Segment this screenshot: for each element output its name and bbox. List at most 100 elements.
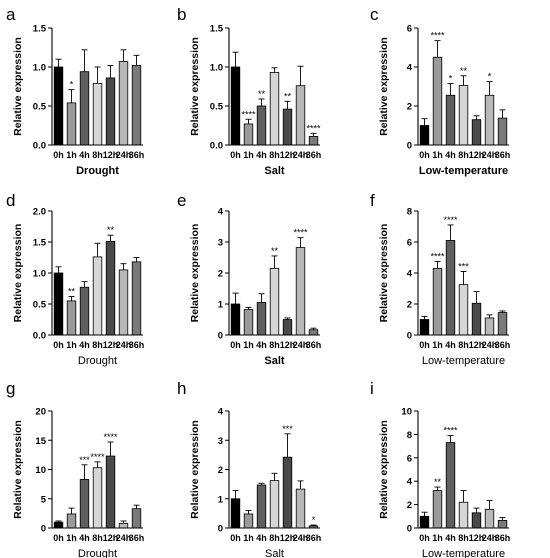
x-axis-label: Drought (76, 165, 119, 177)
chart-panel-d: d 0.0 0.5 1.0 1.5 2.0 Relative expression 0h ** 1… (6, 191, 144, 367)
x-tick-label: 24h (482, 150, 498, 160)
y-tick-label: 0.0 (33, 141, 46, 152)
bar (92, 467, 103, 529)
y-axis-label: Relative expression (12, 224, 24, 323)
bar (432, 490, 443, 529)
y-tick-label: 20 (35, 407, 46, 418)
x-tick-label: 8h (92, 340, 103, 350)
bar (445, 442, 456, 529)
significance-label: **** (430, 31, 445, 41)
significance-label: **** (241, 109, 256, 119)
bar (256, 105, 267, 146)
x-tick-label: 0h (53, 150, 64, 160)
x-tick-label: 24h (116, 533, 132, 543)
bar (497, 519, 508, 529)
bar (269, 267, 280, 336)
x-tick-label: 8h (269, 150, 280, 160)
x-tick-label: 1h (432, 533, 443, 543)
bar (66, 102, 77, 146)
y-tick-label: 2.0 (33, 207, 46, 218)
bar (432, 56, 443, 146)
x-tick-label: 8h (458, 533, 469, 543)
x-tick-label: 24h (482, 340, 498, 350)
chart-panel-g: g 0 5 10 15 20 Relative expression 0h 1h *** 4h ***… (6, 379, 144, 558)
bar (445, 94, 456, 146)
y-tick-label: 6 (407, 238, 412, 249)
significance-label: **** (293, 228, 308, 238)
panel-letter: h (177, 379, 186, 398)
y-tick-label: 6 (407, 453, 412, 464)
x-tick-label: 36h (495, 150, 511, 160)
bar (118, 269, 129, 336)
x-axis-label: Low-temperature (419, 165, 508, 177)
y-axis-label: Relative expression (12, 37, 24, 136)
y-tick-label: 2 (407, 500, 412, 511)
x-tick-label: 0h (419, 533, 430, 543)
significance-label: **** (430, 251, 445, 261)
x-tick-label: 36h (306, 150, 322, 160)
panel-letter: e (177, 191, 186, 210)
y-tick-label: 10 (35, 465, 46, 476)
bar (131, 508, 142, 529)
x-tick-label: 1h (66, 150, 77, 160)
bar (445, 240, 456, 336)
y-tick-label: 4 (218, 407, 224, 418)
x-tick-label: 0h (419, 150, 430, 160)
panel-letter: i (370, 379, 374, 398)
y-axis-label: Relative expression (378, 224, 390, 323)
bar (419, 515, 430, 529)
significance-label: ** (284, 91, 292, 101)
significance-label: * (488, 72, 492, 82)
bar (295, 488, 306, 529)
x-tick-label: 0h (53, 340, 64, 350)
x-tick-label: 1h (243, 533, 254, 543)
x-tick-label: 4h (445, 340, 456, 350)
significance-label: **** (443, 426, 458, 436)
bar (269, 480, 280, 529)
x-axis-label: Salt (264, 355, 285, 367)
y-tick-label: 4 (407, 477, 413, 488)
y-tick-label: 4 (218, 207, 224, 218)
bar (53, 272, 64, 336)
x-tick-label: 36h (129, 533, 145, 543)
x-tick-label: 24h (293, 340, 309, 350)
x-axis-label: Salt (265, 548, 284, 558)
x-tick-label: 4h (445, 150, 456, 160)
chart-panel-e: e 0 1 2 3 4 Relative expression 0h 1h 4h ** 8h 12h **… (177, 191, 321, 367)
bar (308, 329, 319, 336)
bar (118, 522, 129, 529)
bar (256, 484, 267, 529)
y-tick-label: 2 (407, 102, 412, 113)
y-axis-label: Relative expression (12, 420, 24, 519)
bar (118, 61, 129, 146)
y-tick-label: 0.5 (33, 102, 47, 113)
x-tick-label: 8h (269, 340, 280, 350)
bar (131, 65, 142, 146)
bar (282, 108, 293, 146)
bar (497, 117, 508, 146)
bar (131, 261, 142, 336)
bar (419, 319, 430, 336)
x-tick-label: 24h (116, 150, 132, 160)
x-tick-label: 36h (495, 533, 511, 543)
x-tick-label: 24h (482, 533, 498, 543)
x-tick-label: 12h (103, 150, 119, 160)
x-tick-label: 36h (306, 340, 322, 350)
x-tick-label: 4h (445, 533, 456, 543)
bar (484, 317, 495, 336)
bar (230, 498, 241, 529)
x-tick-label: 12h (103, 533, 119, 543)
y-tick-label: 10 (401, 407, 412, 418)
y-axis-label: Relative expression (189, 37, 201, 136)
x-tick-label: 4h (79, 150, 90, 160)
x-tick-label: 0h (230, 533, 241, 543)
bar (484, 508, 495, 529)
bar (79, 71, 90, 146)
bar (243, 123, 254, 146)
y-tick-label: 0 (407, 141, 412, 152)
bar (243, 513, 254, 529)
y-tick-label: 0.5 (210, 102, 224, 113)
bar (230, 303, 241, 336)
x-tick-label: 0h (53, 533, 64, 543)
